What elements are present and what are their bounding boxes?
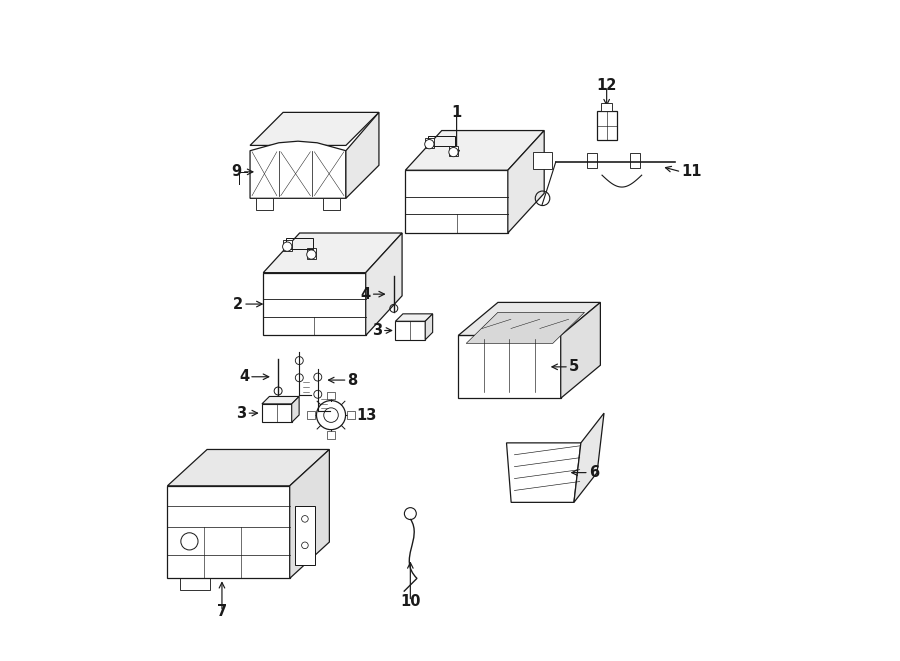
Polygon shape <box>323 198 340 210</box>
Polygon shape <box>307 248 316 258</box>
Polygon shape <box>458 303 600 335</box>
Text: 3: 3 <box>237 406 247 420</box>
Polygon shape <box>250 112 379 145</box>
Polygon shape <box>290 449 329 578</box>
Polygon shape <box>295 506 315 565</box>
Polygon shape <box>405 131 544 171</box>
Polygon shape <box>395 321 425 340</box>
Text: 10: 10 <box>400 594 420 609</box>
Text: 12: 12 <box>597 79 617 93</box>
Text: 6: 6 <box>589 465 598 480</box>
Polygon shape <box>167 449 329 486</box>
Polygon shape <box>561 303 600 398</box>
Polygon shape <box>507 443 580 502</box>
Polygon shape <box>283 240 292 251</box>
Text: 4: 4 <box>238 369 249 384</box>
Polygon shape <box>327 431 335 439</box>
Polygon shape <box>167 486 290 578</box>
Polygon shape <box>458 335 561 398</box>
Circle shape <box>449 147 458 157</box>
Text: 9: 9 <box>231 165 242 179</box>
Polygon shape <box>327 391 335 399</box>
Polygon shape <box>250 141 346 198</box>
Polygon shape <box>264 272 365 335</box>
Polygon shape <box>292 397 299 422</box>
Circle shape <box>283 242 292 251</box>
Text: 3: 3 <box>372 323 382 338</box>
Circle shape <box>425 139 434 149</box>
Polygon shape <box>574 413 604 502</box>
Polygon shape <box>466 313 584 344</box>
Text: 8: 8 <box>347 373 358 387</box>
Polygon shape <box>449 145 458 157</box>
Polygon shape <box>365 233 402 335</box>
Polygon shape <box>346 112 379 198</box>
Text: 13: 13 <box>356 408 376 422</box>
Polygon shape <box>508 131 544 233</box>
Polygon shape <box>533 152 553 169</box>
Polygon shape <box>262 404 292 422</box>
Polygon shape <box>308 411 315 419</box>
Polygon shape <box>425 137 434 148</box>
Polygon shape <box>601 102 612 110</box>
Text: 7: 7 <box>217 604 227 619</box>
Polygon shape <box>395 314 433 321</box>
Polygon shape <box>597 110 617 140</box>
Polygon shape <box>346 411 355 419</box>
Polygon shape <box>264 233 402 272</box>
Polygon shape <box>405 171 508 233</box>
Polygon shape <box>425 314 433 340</box>
Text: 4: 4 <box>361 287 371 301</box>
Circle shape <box>317 401 346 430</box>
Text: 2: 2 <box>233 297 243 311</box>
Polygon shape <box>256 198 273 210</box>
Circle shape <box>307 250 316 259</box>
Text: 1: 1 <box>452 105 462 120</box>
Text: 11: 11 <box>681 165 702 179</box>
Polygon shape <box>262 397 299 404</box>
Text: 5: 5 <box>569 360 580 374</box>
